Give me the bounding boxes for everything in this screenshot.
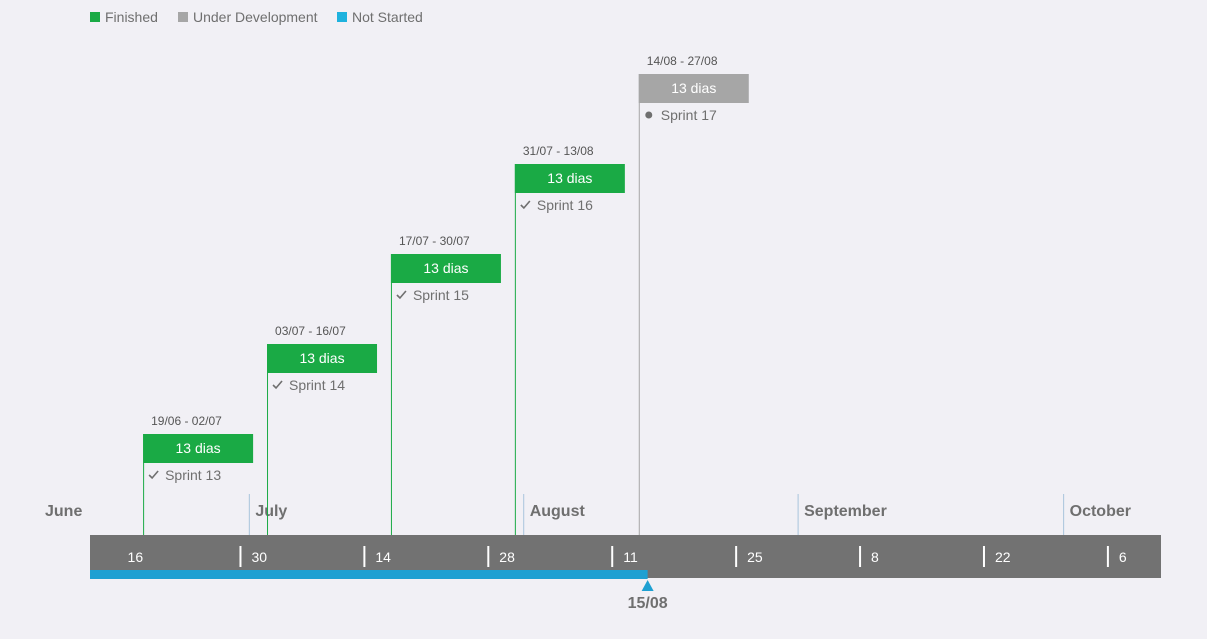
month-label: September (804, 503, 887, 520)
sprint-bars: 19/06 - 02/07 13 dias Sprint 13 03/07 - 16/… (143, 54, 749, 535)
sprint-duration: 13 dias (671, 80, 716, 96)
month-label: August (530, 503, 586, 520)
check-icon (148, 470, 159, 480)
sprint-name: Sprint 17 (661, 107, 717, 123)
chart-legend: Finished Under Development Not Started (90, 9, 423, 25)
sprint-name: Sprint 15 (413, 287, 469, 303)
axis-tick-label: 30 (251, 549, 267, 565)
sprint-bar[interactable] (143, 434, 254, 463)
sprint-duration: 13 dias (547, 170, 592, 186)
sprint-date-range: 03/07 - 16/07 (275, 324, 346, 338)
legend-swatch-2 (178, 12, 188, 22)
legend-label-3: Not Started (352, 9, 423, 25)
today-triangle-icon (641, 580, 654, 591)
in-progress-dot-icon (645, 111, 653, 119)
sprint-duration: 13 dias (299, 350, 344, 366)
month-label: June (45, 503, 82, 520)
sprint-date-range: 17/07 - 30/07 (399, 234, 470, 248)
today-marker: 15/08 (90, 570, 668, 612)
sprint-bar[interactable] (267, 344, 378, 373)
axis-tick-label: 8 (871, 549, 879, 565)
progress-bar (90, 570, 648, 579)
axis-tick-label: 11 (623, 549, 638, 565)
axis-tick-label: 6 (1119, 549, 1127, 565)
axis-tick-label: 16 (128, 549, 144, 565)
legend-swatch-3 (337, 12, 347, 22)
month-label: July (255, 503, 287, 520)
sprint-date-range: 14/08 - 27/08 (647, 54, 718, 68)
sprint-name: Sprint 13 (165, 467, 221, 483)
legend-label-2: Under Development (193, 9, 318, 25)
legend-label-1: Finished (105, 9, 158, 25)
check-icon (396, 290, 407, 300)
month-labels: June July August September October (45, 494, 1131, 535)
sprint-date-range: 19/06 - 02/07 (151, 414, 222, 428)
sprint-bar[interactable] (638, 74, 749, 103)
axis-tick-label: 14 (375, 549, 391, 565)
today-label: 15/08 (628, 595, 668, 612)
sprint-date-range: 31/07 - 13/08 (523, 144, 594, 158)
axis-tick-label: 28 (499, 549, 515, 565)
sprint-name: Sprint 14 (289, 377, 345, 393)
axis-tick-label: 25 (747, 549, 763, 565)
month-label: October (1070, 503, 1131, 520)
legend-swatch-1 (90, 12, 100, 22)
sprint-name: Sprint 16 (537, 197, 593, 213)
sprint-bar[interactable] (514, 164, 625, 193)
sprint-duration: 13 dias (176, 440, 221, 456)
check-icon (520, 200, 531, 210)
sprint-bar[interactable] (390, 254, 501, 283)
check-icon (272, 380, 283, 390)
axis-tick-label: 22 (995, 549, 1011, 565)
sprint-duration: 13 dias (423, 260, 468, 276)
